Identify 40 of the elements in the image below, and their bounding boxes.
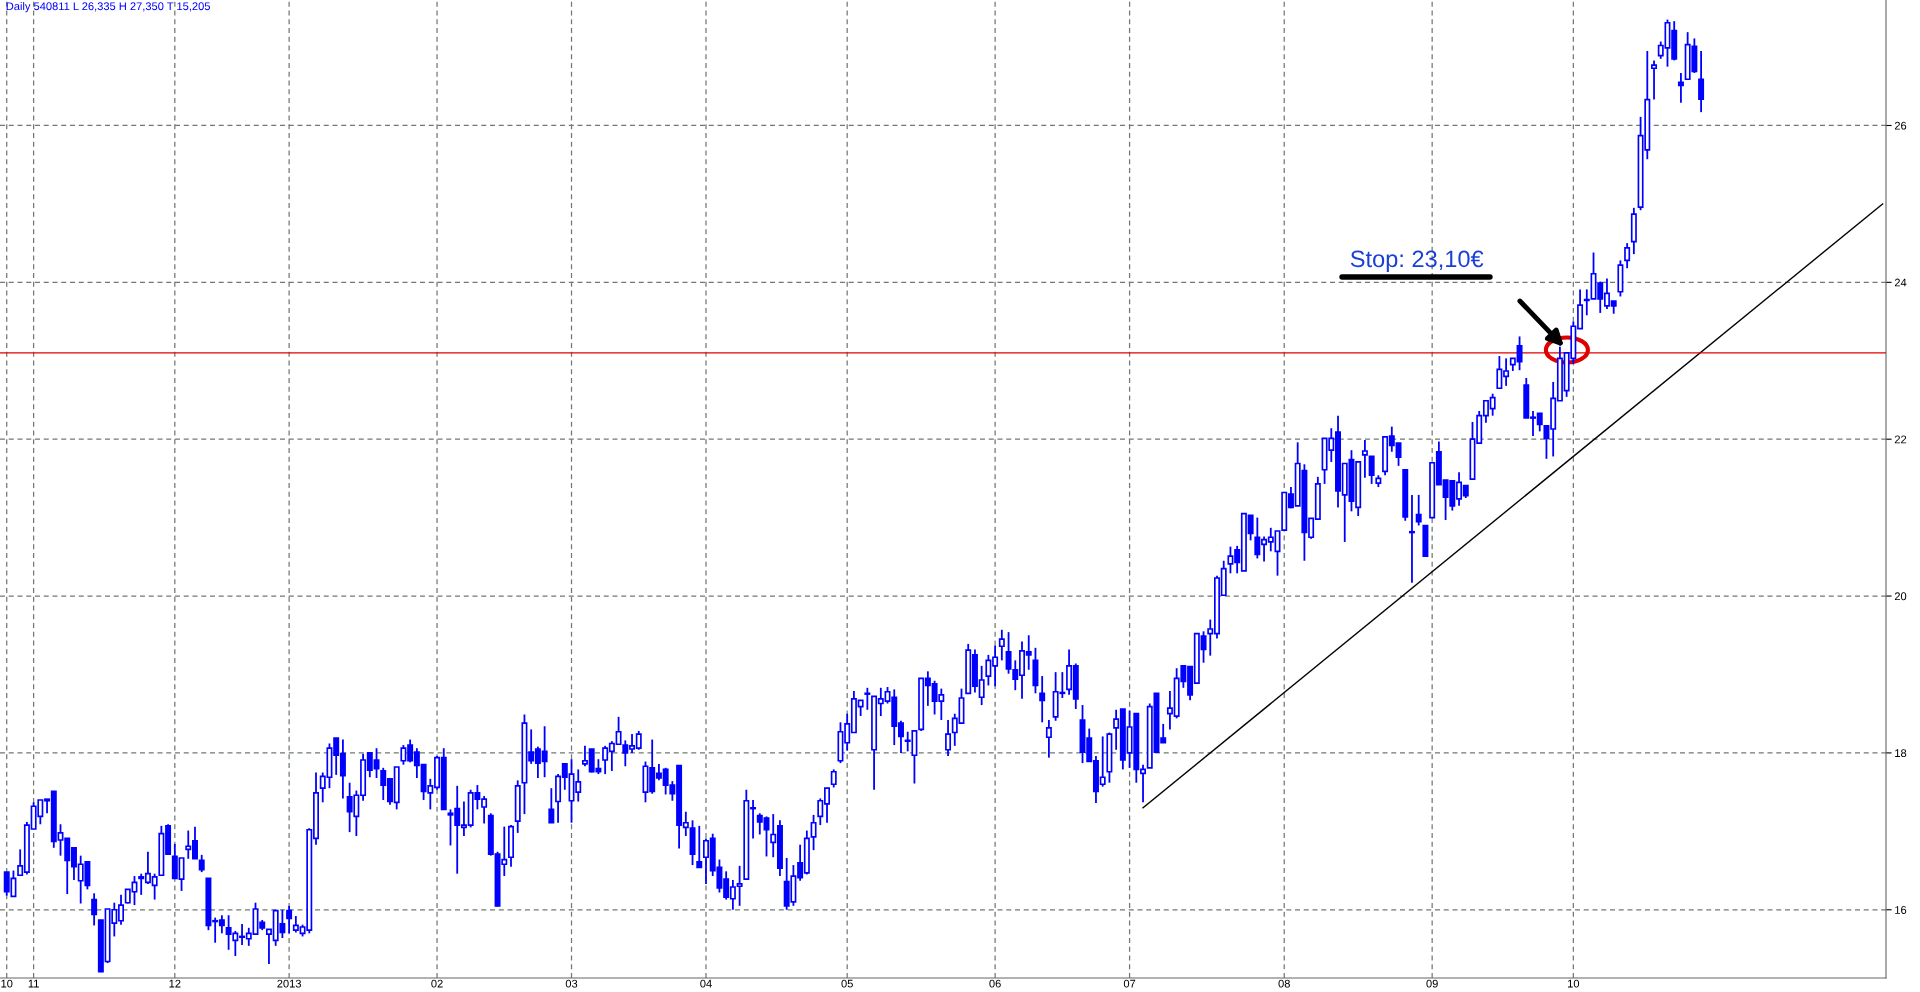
y-tick-label: 22 [1894, 435, 1907, 444]
candlestick [998, 628, 1005, 662]
x-tick-label: 04 [700, 979, 712, 988]
candlestick [945, 719, 952, 757]
x-tick-label: 2013 [277, 979, 301, 988]
x-tick-label: 06 [989, 979, 1001, 988]
x-tick-label: 09 [1426, 979, 1438, 988]
y-tick-label: 16 [1895, 906, 1907, 914]
candlestick [1039, 675, 1046, 724]
candlestick [1045, 719, 1052, 759]
candlestick [1361, 439, 1368, 479]
annotation: Stop: 23,10€ [1350, 250, 1484, 272]
candlestick [1677, 72, 1684, 104]
x-tick-label: 07 [1123, 979, 1136, 988]
candlestick [1368, 455, 1375, 485]
x-tick-label: 02 [431, 979, 443, 988]
candlestick [830, 768, 837, 789]
x-tick-label: 11 [28, 979, 39, 988]
candlestick [1415, 493, 1422, 527]
x-tick-label: 03 [565, 979, 578, 988]
candlestick [810, 813, 817, 852]
y-tick-label: 26 [1894, 121, 1907, 130]
candlestick [548, 787, 555, 824]
y-tick-label: 20 [1894, 592, 1907, 601]
x-tick-label: 08 [1278, 979, 1290, 988]
x-tick-label: 10 [1568, 979, 1580, 988]
candlestick [286, 904, 293, 935]
candlestick [1408, 493, 1415, 584]
x-tick-label: 05 [841, 979, 853, 988]
chart-title: Daily 540811 L 26,335 H 27,350 T 15,205 [6, 1, 210, 13]
x-tick-label: 12 [169, 979, 181, 988]
candlestick [864, 686, 871, 711]
candlestick [696, 824, 703, 869]
candlestick [1651, 59, 1658, 101]
candlestick [1624, 242, 1631, 270]
y-tick-label: 24 [1894, 278, 1907, 287]
x-tick-label: 10 [1, 979, 13, 988]
candlestick [91, 892, 98, 927]
candlestick [1698, 50, 1705, 114]
y-tick-label: 18 [1895, 749, 1907, 758]
